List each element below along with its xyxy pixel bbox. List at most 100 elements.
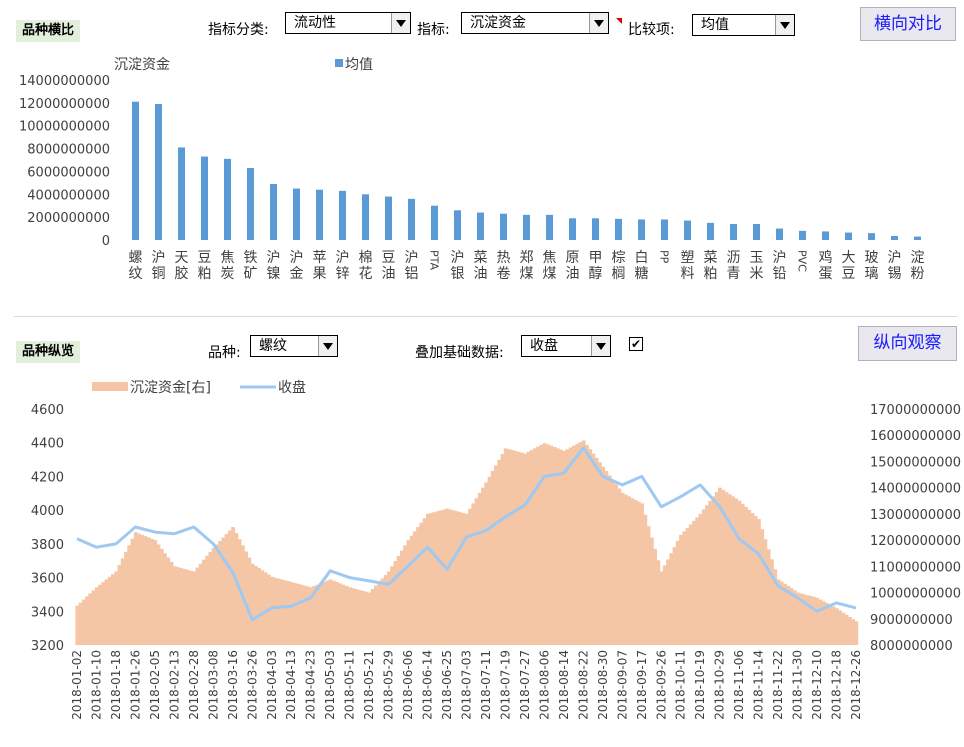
vertical-observe-button[interactable]: 纵向观察	[858, 326, 957, 361]
overlay-value: 收盘	[530, 338, 558, 354]
capital-area-bar	[623, 494, 628, 645]
bar-x-tick-label: 铁矿	[244, 250, 258, 282]
capital-area-bar	[156, 544, 161, 645]
capital-area-bar	[438, 510, 443, 645]
ts-x-tick-label: 2018-12-10	[810, 650, 824, 720]
capital-area-bar	[416, 527, 421, 645]
capital-area-bar	[406, 540, 411, 645]
ts-x-tick-label: 2018-08-14	[557, 650, 571, 720]
chevron-down-icon[interactable]	[318, 336, 337, 356]
capital-area-bar	[565, 449, 570, 645]
capital-area-bar	[617, 488, 622, 645]
legend-close-label: 收盘	[278, 379, 306, 396]
chevron-down-icon[interactable]	[591, 336, 610, 356]
capital-area-bar	[714, 492, 719, 645]
left-y-tick-label: 4000	[31, 504, 64, 519]
capital-area-bar	[679, 534, 683, 645]
ts-x-tick-label: 2018-08-30	[596, 650, 610, 720]
capital-area-bar	[91, 590, 96, 645]
bar	[293, 188, 300, 240]
bar-y-tick-label: 8000000000	[27, 143, 110, 158]
capital-area-bar	[224, 533, 229, 645]
capital-area-bar	[361, 590, 365, 645]
bar-y-tick-label: 4000000000	[27, 188, 110, 203]
capital-area-bar	[760, 529, 765, 645]
capital-area-bar	[471, 503, 476, 645]
capital-area-bar	[808, 596, 813, 645]
bar	[247, 168, 254, 240]
ts-x-tick-label: 2018-08-06	[537, 650, 551, 720]
variety-dropdown[interactable]: 螺纹	[250, 335, 338, 357]
capital-area-bar	[377, 582, 382, 645]
bar-x-tick-label: 苹果	[313, 250, 327, 282]
capital-area-bar	[792, 590, 797, 645]
capital-area-bar	[529, 450, 534, 645]
capital-area-bar	[114, 571, 119, 645]
ts-x-tick-label: 2018-06-25	[440, 650, 454, 720]
bar	[592, 218, 599, 240]
capital-area-bar	[214, 544, 219, 645]
capital-area-bar	[584, 444, 589, 645]
compare-dropdown[interactable]: 均值	[692, 14, 795, 36]
capital-area-bar	[396, 555, 401, 645]
capital-area-bar	[685, 527, 690, 645]
capital-area-bar	[107, 576, 112, 645]
bar	[178, 147, 185, 240]
capital-area-bar	[201, 559, 206, 645]
capital-area-bar	[854, 621, 859, 645]
capital-area-bar	[432, 512, 437, 645]
left-y-tick-label: 3400	[31, 605, 64, 620]
capital-area-bar	[286, 581, 291, 645]
capital-area-bar	[662, 565, 667, 645]
capital-area-bar	[296, 583, 300, 645]
ts-x-tick-label: 2018-05-03	[323, 650, 337, 720]
horizontal-compare-button[interactable]: 横向对比	[860, 7, 956, 41]
ts-x-tick-label: 2018-12-26	[849, 650, 863, 720]
ts-x-tick-label: 2018-10-19	[693, 650, 707, 720]
capital-area-bar	[328, 579, 333, 645]
right-y-tick-label: 16000000000	[870, 429, 961, 444]
capital-area-bar	[542, 443, 547, 645]
bar-x-tick-label: 玉米	[750, 250, 764, 282]
bar-x-tick-label: 原油	[566, 250, 580, 282]
overlay-dropdown[interactable]: 收盘	[521, 335, 611, 357]
capital-area-bar	[701, 509, 706, 645]
capital-area-bar	[179, 568, 184, 645]
category-value: 流动性	[294, 15, 336, 31]
category-dropdown[interactable]: 流动性	[285, 12, 411, 34]
capital-area-bar	[825, 603, 830, 645]
capital-area-bar	[604, 471, 609, 645]
overlay-checkbox[interactable]: ✔	[629, 337, 643, 351]
capital-area-bar	[341, 584, 346, 645]
capital-area-bar	[718, 487, 722, 645]
chevron-down-icon[interactable]	[589, 13, 608, 33]
ts-x-tick-label: 2018-03-16	[226, 650, 240, 720]
capital-area-bar	[166, 557, 171, 645]
bar-y-tick-label: 6000000000	[27, 165, 110, 180]
ts-x-tick-label: 2018-06-06	[401, 650, 415, 720]
capital-area-bar	[221, 537, 226, 645]
left-y-tick-label: 4200	[31, 470, 64, 485]
bar-legend-label: 均值	[345, 57, 373, 73]
ts-x-tick-label: 2018-06-14	[421, 650, 435, 720]
capital-area-bar	[779, 581, 784, 645]
bar-x-tick-label: 菜油	[474, 250, 488, 282]
legend-swatch	[335, 59, 343, 67]
capital-area-bar	[257, 568, 261, 645]
capital-area-bar	[468, 508, 472, 645]
capital-area-bar	[818, 599, 823, 645]
capital-area-bar	[705, 505, 709, 645]
bar-x-tick-label: 沪锡	[888, 250, 902, 282]
capital-area-bar	[799, 593, 804, 645]
capital-area-bar	[481, 487, 485, 645]
capital-area-bar	[325, 580, 330, 645]
capital-area-bar	[124, 551, 128, 645]
chevron-down-icon[interactable]	[775, 15, 794, 35]
chevron-down-icon[interactable]	[391, 13, 410, 33]
capital-area-bar	[208, 551, 213, 645]
right-y-tick-label: 17000000000	[870, 403, 961, 418]
capital-area-bar	[380, 578, 385, 645]
indicator-dropdown[interactable]: 沉淀资金	[461, 12, 609, 34]
bar-x-tick-label: PVC	[796, 250, 809, 272]
capital-area-bar	[276, 578, 281, 645]
